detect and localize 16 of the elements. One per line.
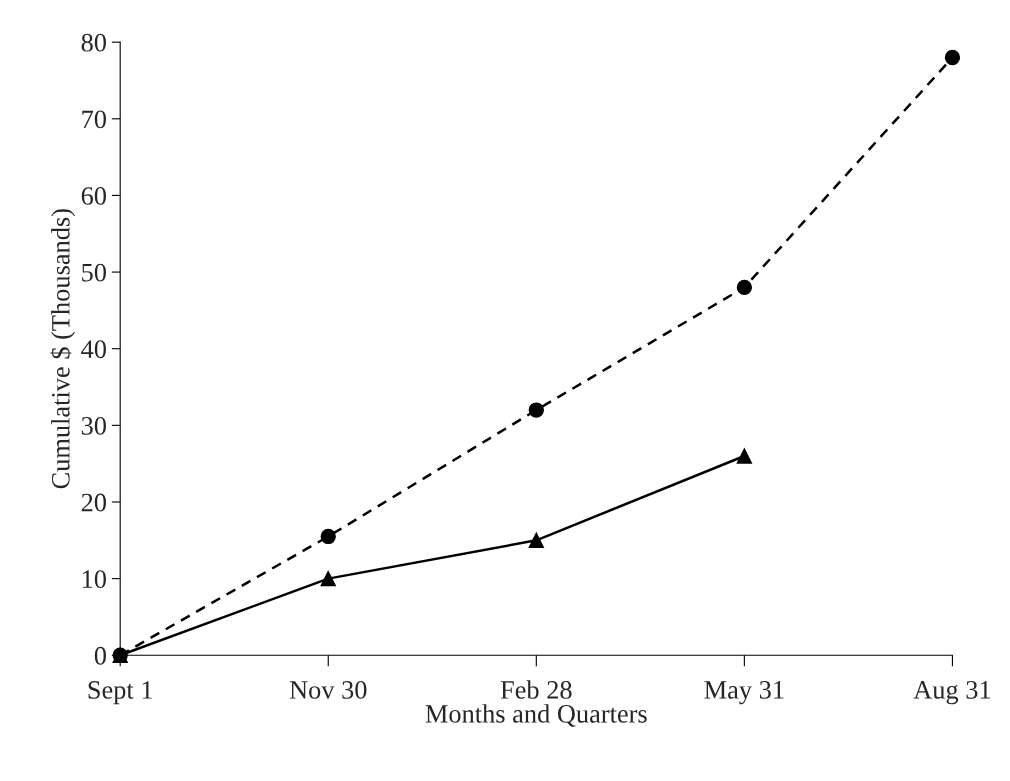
y-tick-label: 60 xyxy=(81,187,106,205)
y-tick-label: 50 xyxy=(82,263,106,282)
y-tick-label: 40 xyxy=(81,340,106,359)
x-tick-label: Feb 28 xyxy=(500,680,572,699)
x-tick-label: Sept 1 xyxy=(88,681,152,705)
y-tick-label: 80 xyxy=(81,33,106,52)
x-tick-label: May 31 xyxy=(704,681,784,705)
y-tick-label: 20 xyxy=(81,493,106,512)
y-tick-label: 0 xyxy=(94,646,106,665)
x-axis-title: Months and Quarters xyxy=(425,704,647,727)
y-tick-label: 30 xyxy=(81,416,106,435)
x-tick-label: Nov 30 xyxy=(289,681,367,699)
y-tick-label: 10 xyxy=(82,570,106,589)
x-tick-label: Aug 31 xyxy=(913,681,991,705)
y-axis-title: Cumulative $ (Thousands) xyxy=(50,209,76,489)
y-tick-label: 70 xyxy=(82,110,106,129)
